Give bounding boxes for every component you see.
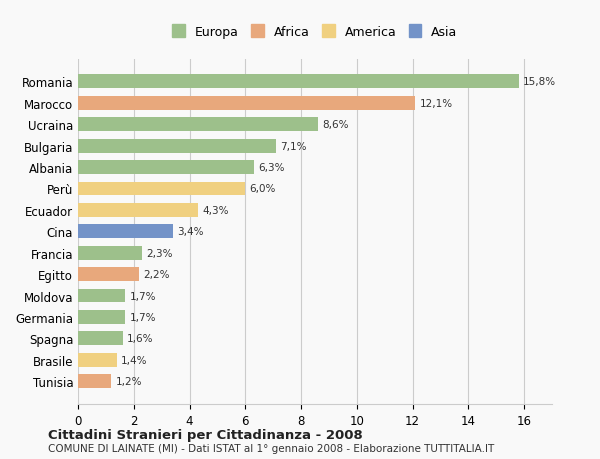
Text: 6,3%: 6,3% [258,163,284,173]
Bar [78,310,125,324]
Bar [78,246,142,260]
Text: 12,1%: 12,1% [419,99,452,109]
Bar [78,75,518,89]
Text: 4,3%: 4,3% [202,206,229,215]
Bar [78,140,276,153]
Text: 2,3%: 2,3% [146,248,173,258]
Legend: Europa, Africa, America, Asia: Europa, Africa, America, Asia [167,21,463,44]
Text: 2,2%: 2,2% [143,269,170,280]
Text: 8,6%: 8,6% [322,120,349,130]
Text: Cittadini Stranieri per Cittadinanza - 2008: Cittadini Stranieri per Cittadinanza - 2… [48,428,363,442]
Text: 1,6%: 1,6% [127,334,153,344]
Text: 15,8%: 15,8% [523,77,556,87]
Bar [78,289,125,303]
Text: 1,2%: 1,2% [116,376,142,386]
Bar [78,182,245,196]
Bar [78,203,198,218]
Text: COMUNE DI LAINATE (MI) - Dati ISTAT al 1° gennaio 2008 - Elaborazione TUTTITALIA: COMUNE DI LAINATE (MI) - Dati ISTAT al 1… [48,443,494,453]
Bar [78,332,122,346]
Text: 3,4%: 3,4% [177,227,203,237]
Text: 7,1%: 7,1% [280,141,307,151]
Bar [78,118,318,132]
Text: 1,7%: 1,7% [130,312,156,322]
Bar [78,97,415,111]
Text: 6,0%: 6,0% [250,184,276,194]
Bar [78,161,254,175]
Text: 1,7%: 1,7% [130,291,156,301]
Bar [78,225,173,239]
Text: 1,4%: 1,4% [121,355,148,365]
Bar [78,353,117,367]
Bar [78,375,112,388]
Bar [78,268,139,281]
